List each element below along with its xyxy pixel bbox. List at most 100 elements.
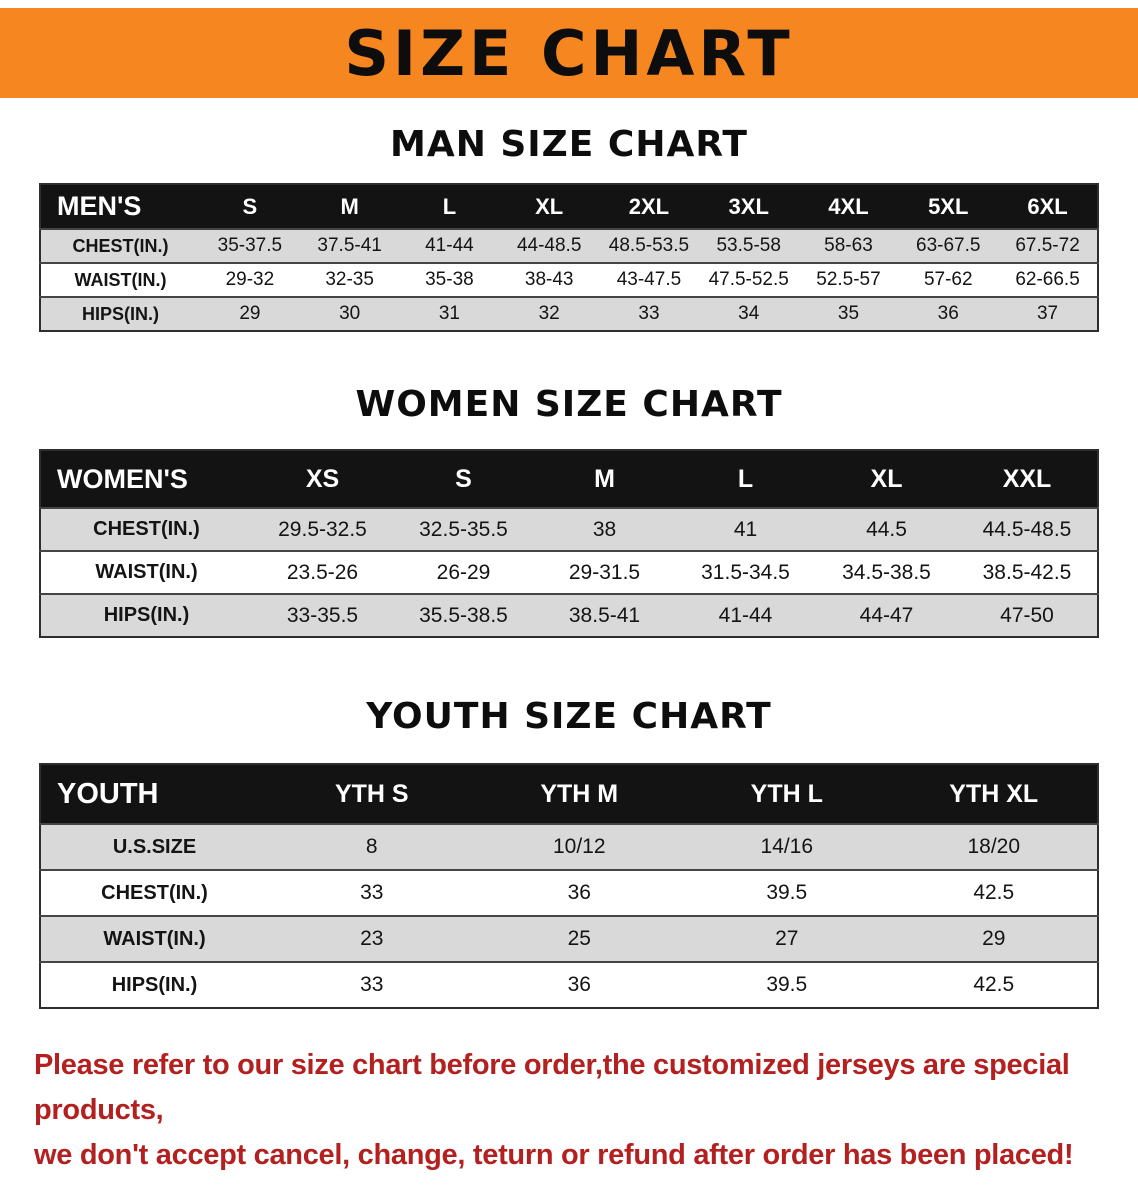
table-cell: 47-50 [1000,603,1054,627]
table-cell: 33 [360,973,384,996]
table-cell: 42.5 [973,973,1015,996]
row-label: CHEST(IN.) [72,235,169,256]
table-corner-label: WOMEN'S [40,450,252,508]
size-column-header: XXL [957,450,1098,508]
table-row: WAIST(IN.) 29-32 32-35 35-38 38-43 43-47.5 47.… [40,263,1098,297]
table-row: WAIST(IN.) 23 25 27 29 [40,916,1098,962]
table-cell: 38 [592,517,617,541]
order-notice-line-2: we don't accept cancel, change, teturn o… [34,1138,1074,1171]
table-row: CHEST(IN.) 29.5-32.5 32.5-35.5 38 41 44.5 44.5… [40,508,1098,551]
row-label: WAIST(IN.) [74,269,167,290]
row-label: HIPS(IN.) [111,973,198,996]
women-size-table: WOMEN'S XS S M L XL XXL CHEST(IN.) 29.5-32.5 32.5… [39,449,1099,638]
size-column-header: L [675,450,816,508]
table-cell: 44-47 [859,603,914,627]
table-cell: 29 [982,927,1006,950]
youth-size-table: YOUTH YTH S YTH M YTH L YTH XL U.S.SIZE 8 10/12… [39,763,1099,1009]
table-cell: 36 [567,881,591,904]
table-cell: 58-63 [824,235,873,256]
table-header-row: MEN'S S M L XL 2XL 3XL 4XL 5XL 6XL [40,184,1098,229]
size-column-header: M [534,450,675,508]
table-corner-label: YOUTH [40,764,268,824]
table-cell: 37 [1036,303,1059,324]
table-cell: 29 [239,303,261,324]
table-cell: 25 [567,927,591,950]
youth-section-heading: YOUTH SIZE CHART [366,696,772,737]
table-cell: 38-43 [524,269,574,290]
table-row: HIPS(IN.) 29 30 31 32 33 34 35 36 37 [40,297,1098,331]
table-cell: 33-35.5 [286,603,359,627]
table-cell: 32.5-35.5 [419,517,508,541]
size-column-header: YTH XL [890,764,1098,824]
size-column-header: L [399,184,500,229]
size-column-header: 2XL [599,184,699,229]
table-row: CHEST(IN.) 33 36 39.5 42.5 [40,870,1098,916]
table-cell: 27 [775,927,799,950]
table-cell: 53.5-58 [716,235,781,256]
women-section-heading: WOMEN SIZE CHART [355,384,783,425]
table-cell: 57-62 [923,269,973,290]
row-label: WAIST(IN.) [95,561,198,583]
table-row: HIPS(IN.) 33 36 39.5 42.5 [40,962,1098,1008]
size-chart-page: SIZE CHART MAN SIZE CHART MEN'S S M L XL 2XL 3… [0,8,1138,1178]
size-column-header: XS [252,450,393,508]
page-title: SIZE CHART [344,16,794,90]
table-cell: 23.5-26 [286,560,359,584]
table-cell: 62-66.5 [1015,269,1080,290]
size-column-header: S [200,184,300,229]
table-cell: 35 [837,303,860,324]
table-cell: 44.5-48.5 [982,517,1072,541]
row-label: WAIST(IN.) [103,927,206,950]
row-label: U.S.SIZE [112,835,197,858]
table-row: HIPS(IN.) 33-35.5 35.5-38.5 38.5-41 41-44 44-… [40,594,1098,637]
order-notice-line-1: Please refer to our size chart before or… [34,1049,1070,1126]
size-column-header: 4XL [798,184,899,229]
table-cell: 10/12 [552,835,606,858]
table-cell: 34 [738,303,760,324]
size-column-header: 6XL [998,184,1098,229]
row-label: CHEST(IN.) [93,518,200,540]
youth-size-section: YOUTH SIZE CHART YOUTH YTH S YTH M YTH L YTH… [0,696,1138,1009]
size-column-header: YTH M [475,764,683,824]
table-cell: 35-37.5 [217,235,283,256]
table-cell: 41-44 [718,603,773,627]
order-notice: Please refer to our size chart before or… [0,1043,1138,1178]
row-label: HIPS(IN.) [81,303,159,324]
table-cell: 44.5 [866,517,907,541]
table-cell: 35-38 [425,269,474,290]
women-size-section: WOMEN SIZE CHART WOMEN'S XS S M L XL XXL CHEST(… [0,384,1138,638]
row-label: CHEST(IN.) [101,881,208,904]
table-cell: 34.5-38.5 [842,560,931,584]
table-cell: 35.5-38.5 [419,603,508,627]
table-cell: 44-48.5 [516,235,582,256]
table-cell: 33 [360,881,384,904]
size-column-header: 3XL [698,184,799,229]
men-section-heading: MAN SIZE CHART [390,124,748,165]
size-column-header: YTH L [683,764,891,824]
table-cell: 63-67.5 [916,235,981,256]
table-cell: 30 [339,303,361,324]
table-row: U.S.SIZE 8 10/12 14/16 18/20 [40,824,1098,870]
table-cell: 23 [360,927,384,950]
table-cell: 41-44 [425,235,474,256]
table-cell: 36 [567,973,591,996]
table-cell: 31 [438,303,460,324]
table-row: WAIST(IN.) 23.5-26 26-29 29-31.5 31.5-34.5 34… [40,551,1098,594]
men-size-section: MAN SIZE CHART MEN'S S M L XL 2XL 3XL 4XL 5XL 6XL… [0,124,1138,332]
table-cell: 33 [638,303,660,324]
size-column-header: M [299,184,400,229]
table-cell: 26-29 [436,560,491,584]
table-cell: 38.5-42.5 [982,560,1072,584]
table-cell: 41 [733,517,758,541]
table-cell: 36 [937,303,959,324]
men-size-table: MEN'S S M L XL 2XL 3XL 4XL 5XL 6XL CHEST(IN.) 35-37… [39,183,1099,332]
size-column-header: XL [499,184,600,229]
size-column-header: S [393,450,534,508]
table-cell: 48.5-53.5 [608,235,690,256]
table-cell: 37.5-41 [317,235,382,256]
size-column-header: 5XL [898,184,999,229]
table-cell: 32 [538,303,560,324]
table-cell: 39.5 [766,881,808,904]
table-cell: 52.5-57 [816,269,881,290]
table-cell: 14/16 [760,835,814,858]
